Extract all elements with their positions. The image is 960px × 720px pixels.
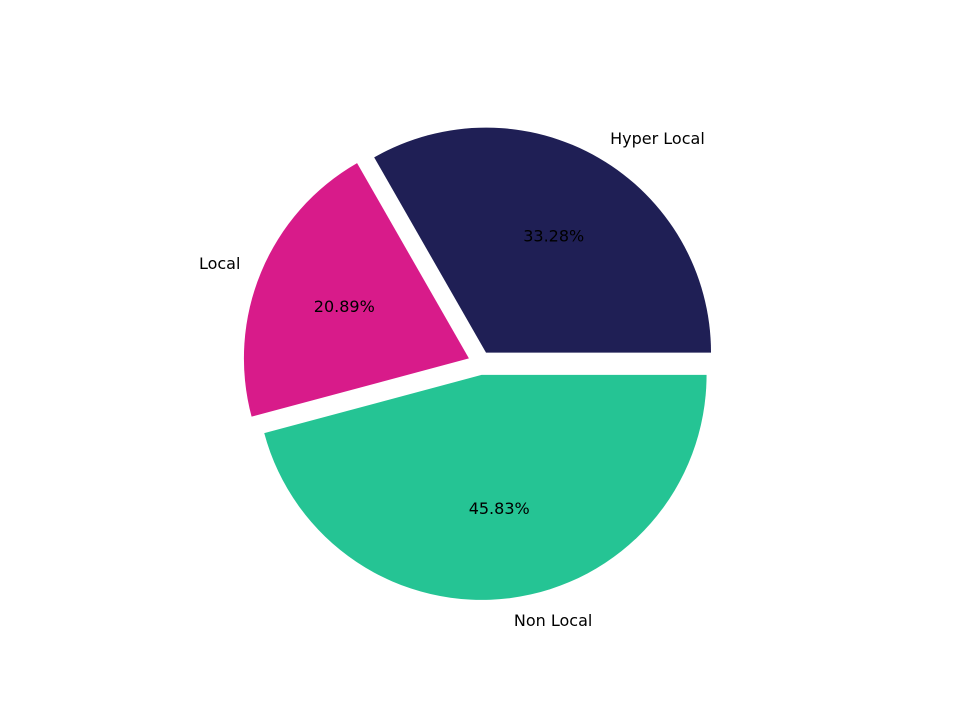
pie-slice-local xyxy=(243,163,469,417)
pie-labels: 33.28% Hyper Local 20.89% Local 45.83% Non Lo… xyxy=(199,129,705,630)
pie-slices xyxy=(243,127,712,600)
pie-slice-non-local xyxy=(264,374,707,600)
pie-slice-hyper-local xyxy=(374,127,712,353)
pie-category-label-hyper-local: Hyper Local xyxy=(610,129,705,148)
pie-pct-label-hyper-local: 33.28% xyxy=(523,226,584,245)
pie-pct-label-non-local: 45.83% xyxy=(469,499,530,518)
pie-pct-label-local: 20.89% xyxy=(314,297,375,316)
pie-category-label-local: Local xyxy=(199,254,240,273)
pie-category-label-non-local: Non Local xyxy=(514,611,592,630)
